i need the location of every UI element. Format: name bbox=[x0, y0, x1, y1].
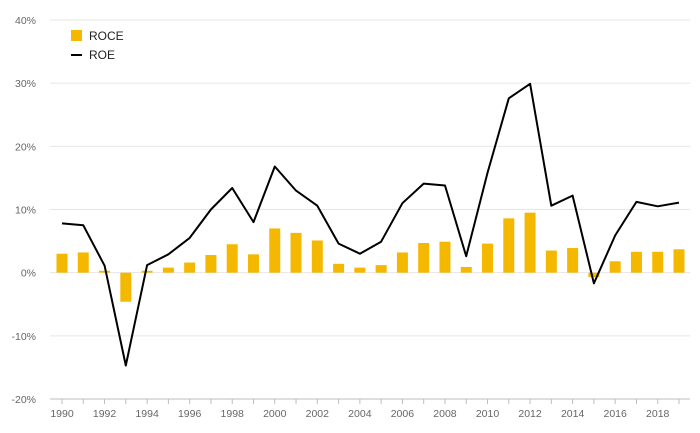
roce-bar bbox=[609, 261, 621, 273]
roce-bar bbox=[311, 240, 323, 273]
roce-bar bbox=[162, 267, 174, 273]
roce-bar bbox=[247, 254, 259, 273]
x-tick-label: 2002 bbox=[306, 408, 330, 420]
roce-bar bbox=[354, 267, 366, 273]
x-axis: 1990 1992 1994 1996 1998 2000 2002 2004 2006 2008… bbox=[50, 398, 690, 420]
x-tick-label: 2008 bbox=[433, 408, 457, 420]
x-tick-label: 1990 bbox=[50, 408, 74, 420]
roce-bar bbox=[545, 250, 557, 273]
y-axis-ticks: -20% -10% 0% 10% 20% 30% 40% bbox=[11, 15, 36, 406]
roce-bar bbox=[269, 228, 281, 273]
roce-bar bbox=[673, 249, 685, 273]
y-tick-label: 10% bbox=[15, 205, 36, 217]
roce-bars bbox=[56, 212, 685, 302]
y-tick-label: -20% bbox=[11, 394, 36, 406]
legend: ROCE ROE bbox=[71, 29, 124, 62]
x-tick-label: 2012 bbox=[518, 408, 542, 420]
roe-line bbox=[61, 82, 680, 367]
roce-bar bbox=[205, 254, 217, 273]
roce-bar bbox=[120, 272, 132, 302]
x-tick-label: 2014 bbox=[561, 408, 585, 420]
roce-bar bbox=[290, 232, 302, 273]
x-tick-label: 1992 bbox=[93, 408, 117, 420]
roce-bar bbox=[524, 212, 536, 273]
x-tick-label: 2000 bbox=[263, 408, 287, 420]
roe-line-layer bbox=[61, 82, 680, 367]
legend-label-roce: ROCE bbox=[89, 29, 124, 43]
roce-bar bbox=[375, 265, 387, 273]
roce-bar bbox=[77, 252, 89, 273]
x-tick-label: 1994 bbox=[135, 408, 159, 420]
roce-bar bbox=[482, 243, 494, 273]
roce-bar bbox=[56, 253, 68, 273]
roce-bar bbox=[460, 266, 472, 273]
roce-bar bbox=[333, 263, 345, 273]
x-tick-label: 2010 bbox=[476, 408, 500, 420]
roce-bar bbox=[141, 270, 153, 273]
x-tick-label: 2016 bbox=[603, 408, 627, 420]
roce-bar bbox=[630, 251, 642, 273]
roce-bar bbox=[652, 251, 664, 273]
x-tick-label: 1998 bbox=[221, 408, 245, 420]
roce-bar bbox=[418, 242, 430, 273]
x-tick-label: 2018 bbox=[646, 408, 670, 420]
y-tick-label: 40% bbox=[15, 15, 36, 27]
roce-bar bbox=[503, 218, 515, 273]
roce-bar bbox=[396, 252, 408, 273]
roce-bar bbox=[588, 272, 600, 278]
y-tick-label: 30% bbox=[15, 78, 36, 90]
x-tick-label: 2006 bbox=[391, 408, 415, 420]
roce-bar bbox=[439, 241, 451, 273]
x-tick-label: 1996 bbox=[178, 408, 202, 420]
legend-swatch-roce bbox=[71, 30, 82, 41]
y-tick-label: -10% bbox=[11, 331, 36, 343]
y-tick-label: 20% bbox=[15, 141, 36, 153]
grid-layer bbox=[50, 19, 690, 337]
roce-bar bbox=[184, 262, 196, 273]
y-tick-label: 0% bbox=[21, 268, 36, 280]
legend-label-roe: ROE bbox=[89, 48, 115, 62]
roce-bar bbox=[567, 248, 579, 273]
x-tick-label: 2004 bbox=[348, 408, 372, 420]
roce-bar bbox=[99, 270, 111, 273]
roce-bar bbox=[226, 244, 238, 273]
